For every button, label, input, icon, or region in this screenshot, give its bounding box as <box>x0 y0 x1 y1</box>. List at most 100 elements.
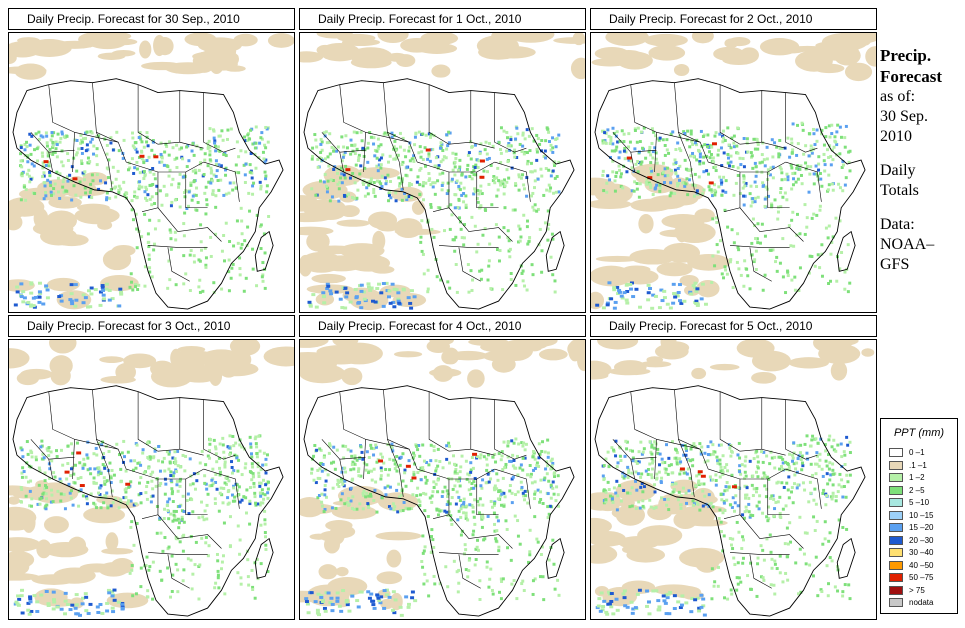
rain-pixel <box>800 182 804 186</box>
rain-pixel <box>122 439 126 443</box>
rain-pixel <box>487 264 491 268</box>
rain-pixel <box>538 142 542 146</box>
rain-pixel <box>778 146 782 150</box>
rain-pixel <box>37 300 42 304</box>
rain-pixel <box>170 554 174 558</box>
rain-pixel <box>729 154 733 158</box>
rain-pixel <box>407 184 411 188</box>
rain-pixel <box>147 456 151 460</box>
rain-pixel <box>624 150 628 154</box>
rain-pixel <box>848 440 852 444</box>
rain-pixel <box>229 127 233 131</box>
country-border <box>690 162 695 190</box>
rain-pixel <box>743 259 747 263</box>
rain-pixel <box>710 145 714 149</box>
rain-pixel <box>523 137 527 141</box>
rain-pixel <box>507 142 511 145</box>
rain-pixel <box>24 494 28 498</box>
rain-pixel <box>709 501 713 505</box>
rain-pixel <box>696 481 700 485</box>
rain-pixel <box>670 483 674 487</box>
rain-pixel <box>394 460 398 464</box>
rain-pixel <box>724 190 728 194</box>
rain-pixel <box>171 519 175 523</box>
rain-pixel <box>361 507 365 511</box>
rain-pixel <box>753 180 757 184</box>
rain-pixel <box>29 177 33 181</box>
rain-pixel <box>319 179 322 183</box>
rain-pixel <box>359 164 363 168</box>
rain-pixel <box>686 129 690 133</box>
country-border <box>690 469 695 497</box>
rain-pixel <box>654 134 658 138</box>
rain-pixel <box>397 176 401 180</box>
rain-pixel <box>175 483 179 487</box>
rain-pixel <box>754 249 758 253</box>
rain-pixel <box>387 194 391 198</box>
rain-pixel <box>604 500 608 504</box>
rain-pixel <box>695 474 699 478</box>
rain-pixel <box>478 456 482 460</box>
rain-pixel <box>262 497 266 501</box>
rain-pixel <box>366 141 370 145</box>
rain-pixel <box>391 502 395 506</box>
rain-pixel <box>212 128 215 132</box>
legend-item: 0 –1 <box>889 447 925 458</box>
rain-pixel <box>153 447 157 451</box>
dry-patch <box>673 510 698 530</box>
rain-pixel <box>445 192 449 196</box>
rain-pixel <box>409 289 414 293</box>
rain-pixel <box>392 508 396 512</box>
rain-pixel <box>267 480 271 484</box>
rain-pixel <box>399 613 404 617</box>
rain-pixel <box>815 213 819 217</box>
rain-pixel <box>665 166 669 170</box>
rain-pixel <box>155 184 159 188</box>
rain-pixel <box>679 494 683 498</box>
rain-pixel <box>135 227 139 231</box>
rain-pixel <box>418 183 422 187</box>
rain-pixel <box>329 461 333 465</box>
rain-pixel <box>392 611 397 615</box>
rain-pixel <box>147 240 151 244</box>
rain-pixel <box>226 128 230 132</box>
rain-pixel <box>650 443 654 447</box>
rain-pixel <box>755 594 759 598</box>
rain-pixel <box>167 497 171 501</box>
rain-pixel <box>663 461 667 464</box>
rain-pixel <box>427 154 431 158</box>
rain-pixel <box>490 588 494 592</box>
country-border <box>458 247 481 282</box>
rain-pixel <box>604 610 609 614</box>
rain-pixel <box>672 488 676 492</box>
rain-pixel <box>836 490 840 494</box>
legend-item: .1 –1 <box>889 460 927 471</box>
rain-pixel <box>182 568 186 572</box>
rain-pixel <box>492 511 496 515</box>
rain-pixel <box>160 203 164 207</box>
rain-pixel <box>173 198 177 202</box>
rain-pixel <box>668 306 673 310</box>
dry-patch <box>76 203 110 212</box>
rain-pixel <box>352 130 356 134</box>
rain-pixel <box>142 471 146 475</box>
rain-pixel <box>659 481 663 485</box>
rain-pixel <box>43 484 47 488</box>
rain-pixel <box>157 445 161 448</box>
rain-pixel <box>650 445 654 449</box>
rain-pixel <box>323 488 327 492</box>
rain-pixel <box>649 171 653 175</box>
rain-pixel <box>816 253 820 257</box>
rain-pixel <box>517 240 520 244</box>
rain-pixel <box>690 139 694 143</box>
dry-patch <box>507 33 555 43</box>
rain-pixel <box>220 249 224 253</box>
rain-pixel <box>615 479 619 483</box>
rain-pixel <box>137 493 141 497</box>
rain-pixel <box>606 450 610 454</box>
rain-pixel <box>344 444 348 448</box>
rain-pixel <box>551 169 555 173</box>
rain-pixel <box>311 293 316 297</box>
rain-pixel <box>233 495 237 499</box>
rain-pixel <box>646 283 651 287</box>
